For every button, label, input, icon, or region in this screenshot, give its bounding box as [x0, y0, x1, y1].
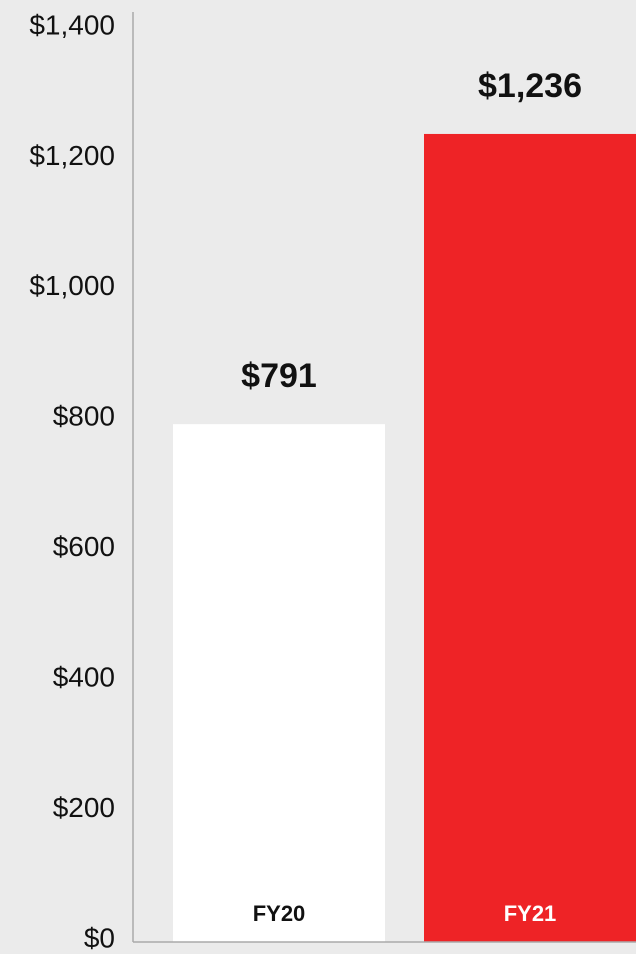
y-tick-label: $600	[53, 531, 115, 562]
y-tick-label: $1,200	[29, 140, 115, 171]
x-tick-label: FY21	[504, 901, 557, 926]
y-tick-label: $1,400	[29, 9, 115, 40]
y-tick-label: $1,000	[29, 270, 115, 301]
y-tick-label: $0	[84, 922, 115, 953]
y-tick-label: $400	[53, 662, 115, 693]
bar	[173, 424, 385, 942]
x-tick-label: FY20	[253, 901, 306, 926]
value-label: $791	[241, 357, 317, 395]
bar	[424, 133, 636, 943]
y-tick-label: $200	[53, 792, 115, 823]
y-tick-label: $800	[53, 401, 115, 432]
value-label: $1,236	[478, 67, 582, 105]
